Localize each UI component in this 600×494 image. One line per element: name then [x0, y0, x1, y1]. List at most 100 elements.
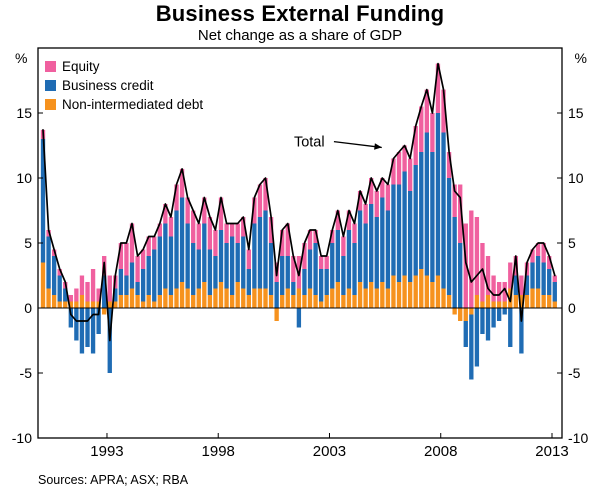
bar-segment — [407, 282, 413, 308]
bar-segment — [458, 243, 463, 308]
bar-segment — [229, 295, 235, 308]
bar-segment — [241, 236, 246, 289]
bar-segment — [469, 314, 474, 380]
bar-segment — [285, 288, 290, 308]
bar-segment — [335, 230, 340, 282]
bar-segment — [547, 269, 552, 295]
y-tick-label: 0 — [24, 300, 32, 316]
bar-segment — [435, 275, 441, 308]
bar-segment — [68, 295, 73, 302]
y-tick-label: -5 — [568, 365, 581, 381]
bar-segment — [229, 236, 235, 295]
bar-segment — [163, 204, 168, 224]
x-tick-label: 2003 — [313, 443, 346, 460]
legend-item-business-credit: Business credit — [45, 76, 203, 95]
bar-segment — [40, 262, 46, 308]
bar-segment — [291, 256, 296, 282]
bar-segment — [480, 301, 485, 308]
chart-title: Business External Funding — [155, 1, 445, 26]
bar-segment — [357, 210, 363, 282]
bar-segment — [285, 223, 290, 256]
bar-segment — [352, 223, 357, 243]
bar-segment — [469, 210, 474, 308]
bar-segment — [280, 230, 285, 256]
bar-segment — [291, 295, 296, 308]
bar-segment — [268, 243, 274, 295]
bar-segment — [168, 295, 174, 308]
bar-segment — [280, 295, 285, 308]
bar-segment — [341, 236, 346, 256]
bar-segment — [241, 217, 246, 237]
bar-segment — [168, 217, 174, 237]
bar-segment — [330, 243, 335, 289]
bar-segment — [235, 282, 240, 308]
bar-segment — [140, 269, 146, 302]
bar-segment — [430, 152, 435, 282]
bar-segment — [441, 288, 446, 308]
legend-label-business-credit: Business credit — [62, 78, 154, 93]
bars-layer — [40, 63, 557, 380]
bar-segment — [118, 269, 124, 295]
y-tick-label: 10 — [16, 170, 32, 186]
bar-segment — [224, 243, 229, 289]
bar-segment — [541, 243, 546, 263]
bar-segment — [363, 288, 368, 308]
bar-segment — [480, 308, 485, 334]
bar-segment — [302, 269, 307, 295]
bar-segment — [446, 178, 452, 295]
bar-segment — [396, 184, 402, 282]
bar-segment — [502, 308, 507, 315]
bar-segment — [369, 178, 374, 204]
legend: Equity Business credit Non-intermediated… — [45, 57, 203, 114]
bar-segment — [146, 295, 151, 308]
bar-segment — [85, 301, 90, 308]
bar-segment — [102, 275, 107, 308]
bar-segment — [485, 308, 491, 341]
bar-segment — [157, 236, 162, 295]
bar-segment — [257, 217, 263, 289]
bar-segment — [40, 139, 46, 263]
bar-segment — [79, 308, 85, 354]
bar-segment — [135, 282, 140, 295]
bar-segment — [535, 243, 541, 256]
bar-segment — [152, 301, 157, 308]
bar-segment — [318, 256, 324, 269]
bar-segment — [318, 301, 324, 308]
bar-segment — [552, 301, 557, 308]
bar-segment — [85, 308, 90, 347]
bar-segment — [252, 223, 257, 289]
bar-segment — [57, 301, 62, 308]
bar-segment — [257, 288, 263, 308]
bar-segment — [547, 295, 552, 308]
bar-segment — [458, 184, 463, 243]
bar-segment — [252, 197, 257, 224]
bar-segment — [424, 89, 429, 133]
bar-segment — [363, 204, 368, 224]
y-tick-label: 5 — [568, 235, 576, 251]
bar-segment — [51, 295, 57, 308]
bar-segment — [74, 288, 79, 302]
bar-segment — [474, 308, 480, 367]
bar-segment — [107, 301, 112, 308]
bar-segment — [446, 152, 452, 178]
sources-note: Sources: APRA; ASX; RBA — [38, 473, 189, 487]
bar-segment — [46, 288, 51, 308]
bar-segment — [513, 275, 518, 295]
bar-segment — [419, 152, 424, 269]
bar-segment — [68, 301, 73, 308]
legend-label-equity: Equity — [62, 59, 100, 74]
bar-segment — [185, 288, 190, 308]
bar-segment — [90, 308, 96, 354]
bar-segment — [407, 158, 413, 191]
bar-segment — [307, 288, 313, 308]
bar-segment — [51, 249, 57, 256]
bar-segment — [96, 308, 101, 334]
bar-segment — [357, 191, 363, 211]
legend-label-non-intermediated-debt: Non-intermediated debt — [62, 97, 204, 112]
bar-segment — [346, 230, 352, 289]
bar-segment — [480, 243, 485, 302]
bar-segment — [168, 236, 174, 295]
bar-segment — [124, 243, 129, 276]
bar-segment — [285, 256, 290, 289]
y-tick-label: 15 — [568, 105, 584, 121]
